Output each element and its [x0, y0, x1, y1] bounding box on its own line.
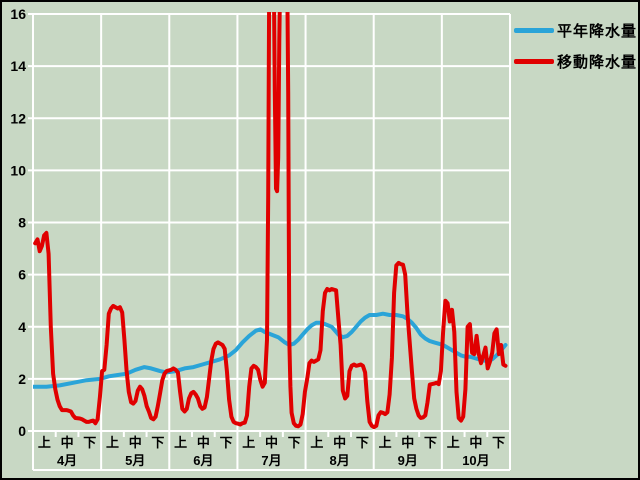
legend-label-normal: 平年降水量 [557, 22, 638, 40]
legend-item-moving: 移動降水量 [514, 52, 638, 71]
period-label: 中 [401, 435, 414, 450]
period-label: 中 [265, 435, 278, 450]
legend: 平年降水量 移動降水量 [514, 21, 637, 83]
y-tick-label: 12 [10, 110, 26, 126]
period-label: 下 [83, 435, 96, 450]
period-label: 上 [38, 435, 51, 450]
period-label: 中 [333, 435, 346, 450]
period-label: 中 [61, 435, 74, 450]
normal-line-swatch [514, 27, 554, 33]
period-label: 下 [356, 435, 369, 450]
period-label: 上 [106, 435, 119, 450]
y-tick-label: 2 [18, 371, 26, 387]
y-tick-label: 6 [18, 267, 26, 283]
period-label: 下 [424, 435, 437, 450]
y-tick-label: 0 [18, 423, 26, 439]
period-label: 中 [197, 435, 210, 450]
period-label: 中 [469, 435, 482, 450]
month-label: 9月 [398, 453, 418, 468]
month-label: 8月 [330, 453, 350, 468]
period-label: 上 [310, 435, 323, 450]
period-label: 下 [151, 435, 164, 450]
period-label: 下 [288, 435, 301, 450]
y-tick-label: 14 [10, 58, 26, 74]
moving-line-swatch [514, 58, 554, 64]
month-label: 7月 [261, 453, 281, 468]
period-label: 上 [447, 435, 460, 450]
y-tick-label: 16 [10, 6, 26, 22]
period-label: 下 [220, 435, 233, 450]
month-label: 4月 [57, 453, 77, 468]
period-label: 中 [129, 435, 142, 450]
period-label: 下 [492, 435, 505, 450]
period-label: 上 [379, 435, 392, 450]
month-label: 6月 [193, 453, 213, 468]
legend-item-normal: 平年降水量 [514, 21, 638, 40]
y-tick-label: 4 [18, 319, 26, 335]
moving-precipitation-line [33, 12, 508, 430]
y-tick-label: 8 [18, 215, 26, 231]
period-label: 上 [174, 435, 187, 450]
legend-label-moving: 移動降水量 [557, 53, 638, 71]
period-label: 上 [242, 435, 255, 450]
month-label: 5月 [125, 453, 145, 468]
month-label: 10月 [462, 453, 489, 468]
y-tick-label: 10 [10, 162, 26, 178]
